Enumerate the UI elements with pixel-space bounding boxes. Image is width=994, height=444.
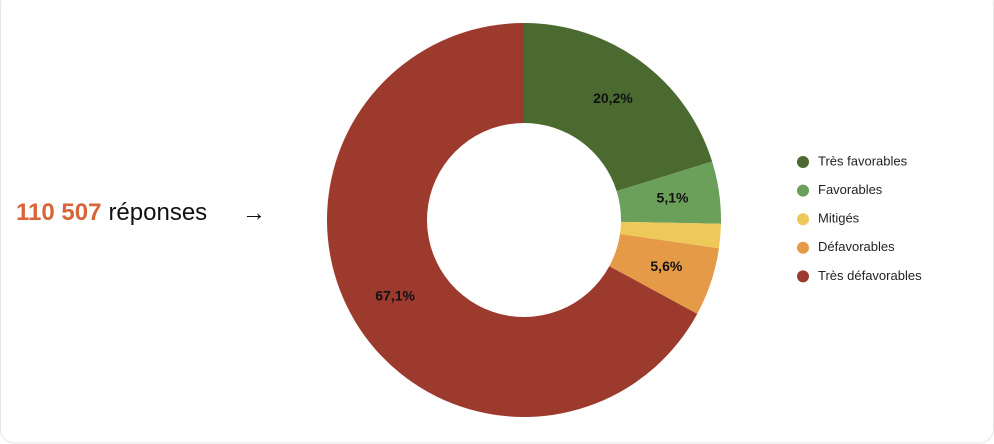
- legend-label: Défavorables: [818, 239, 895, 254]
- response-text: réponses: [108, 199, 207, 226]
- legend-label: Très favorables: [818, 153, 908, 168]
- donut-slice: [326, 23, 698, 417]
- legend-swatch: [797, 213, 809, 226]
- value-label: 5,1%: [657, 190, 689, 206]
- legend-swatch: [797, 184, 809, 197]
- donut-slice: [524, 23, 713, 192]
- legend-swatch: [797, 241, 809, 254]
- annotation: 110 507 réponses: [16, 199, 207, 226]
- donut-slice: [616, 161, 721, 224]
- legend-swatch: [797, 156, 809, 168]
- legend-label: Mitigés: [818, 211, 860, 226]
- value-label: 20,2%: [593, 90, 633, 106]
- donut-slice: [619, 221, 721, 249]
- legend-swatch: [797, 270, 809, 283]
- legend-label: Très défavorables: [818, 268, 922, 283]
- value-label: 5,6%: [650, 258, 682, 274]
- arrow: →: [242, 199, 266, 226]
- legend-label: Favorables: [818, 182, 883, 197]
- value-label: 67,1%: [375, 287, 415, 303]
- response-count: 110 507: [16, 199, 101, 226]
- donut-slice: [609, 233, 719, 314]
